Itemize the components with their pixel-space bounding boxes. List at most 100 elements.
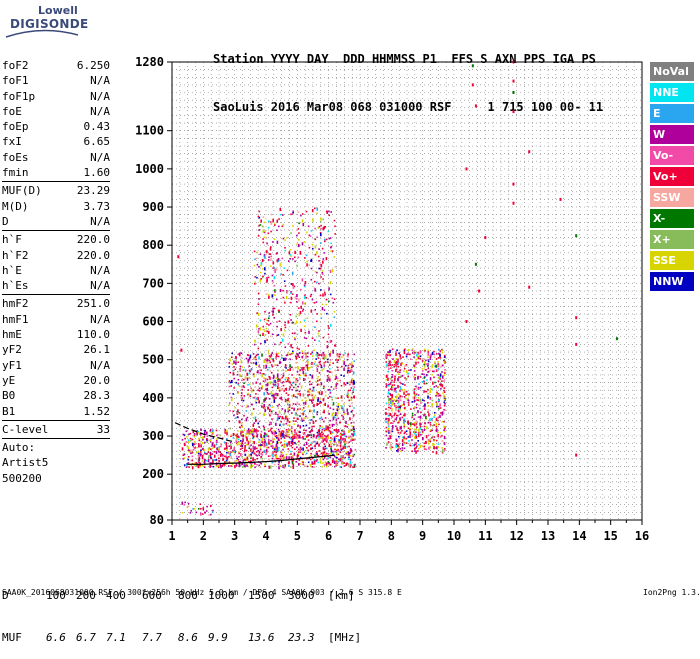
echo-point [433, 436, 436, 438]
echo-point [309, 431, 311, 433]
echo-point [409, 428, 412, 430]
echo-point [240, 356, 243, 359]
x-tick-label: 5 [294, 529, 301, 543]
echo-point [284, 346, 287, 348]
echo-point [327, 411, 330, 413]
echo-point [437, 376, 440, 379]
echo-point [345, 440, 348, 443]
echo-point [183, 453, 186, 456]
echo-point [325, 437, 327, 441]
echo-point [337, 366, 339, 369]
echo-point [401, 388, 404, 391]
echo-point [225, 442, 228, 446]
echo-point [306, 355, 309, 358]
echo-point [391, 446, 394, 449]
echo-point [279, 213, 282, 216]
echo-point [247, 358, 250, 363]
echo-point [237, 441, 240, 444]
echo-point [237, 361, 239, 363]
echo-point [271, 444, 274, 448]
echo-point [277, 449, 280, 451]
echo-point [423, 380, 425, 382]
echo-point [308, 422, 311, 425]
echo-point [246, 456, 249, 460]
echo-point [346, 395, 348, 397]
echo-point [395, 368, 397, 372]
echo-point [265, 236, 268, 239]
echo-point [387, 351, 389, 353]
echo-point [290, 428, 292, 431]
echo-point [433, 370, 435, 373]
param-name: h`E [2, 263, 22, 277]
echo-point [408, 369, 410, 372]
echo-point [280, 434, 282, 438]
echo-point [186, 463, 188, 465]
echo-point [329, 281, 332, 285]
echo-point [299, 370, 301, 372]
echo-point [303, 433, 305, 436]
echo-point [236, 439, 238, 441]
echo-point [328, 327, 330, 329]
echo-point [326, 425, 329, 427]
echo-point [265, 442, 268, 446]
param-value: N/A [90, 89, 110, 103]
echo-point [205, 453, 208, 455]
echo-point [328, 430, 330, 432]
echo-point [302, 463, 304, 466]
echo-point [389, 412, 391, 416]
echo-point [216, 448, 218, 450]
echo-point [304, 397, 307, 399]
echo-point [397, 358, 399, 362]
echo-point [248, 453, 250, 458]
echo-point [433, 386, 436, 388]
echo-point [417, 377, 419, 380]
echo-point [425, 359, 427, 362]
echo-point [292, 321, 295, 324]
echo-point [264, 378, 267, 382]
echo-point [385, 402, 388, 405]
echo-point [322, 357, 324, 360]
echo-point [254, 276, 256, 278]
echo-point [401, 395, 403, 398]
echo-point [281, 225, 284, 228]
echo-point [435, 369, 438, 371]
echo-point [291, 442, 294, 446]
echo-point [238, 436, 240, 438]
echo-point [266, 391, 269, 394]
echo-point [284, 324, 286, 326]
echo-point [269, 443, 272, 445]
echo-point [387, 370, 389, 373]
echo-point [313, 425, 315, 428]
echo-point [295, 298, 298, 300]
file-info-footer: SAA0K_2016068031000.RSF / 300fx256h 50 k… [2, 588, 402, 597]
echo-point [425, 448, 428, 451]
echo-point [228, 465, 230, 467]
echo-point [294, 403, 297, 406]
echo-point [399, 395, 402, 397]
echo-point [443, 449, 446, 451]
echo-point [385, 376, 388, 378]
echo-point [403, 396, 406, 398]
echo-point [294, 322, 297, 325]
echo-point [264, 334, 266, 336]
echo-point [211, 447, 214, 450]
echo-point [290, 384, 293, 386]
echo-point [260, 440, 263, 444]
echo-point [257, 312, 260, 316]
echo-point [432, 370, 434, 373]
echo-point [316, 271, 318, 274]
echo-point [318, 335, 320, 337]
echo-point [265, 388, 267, 390]
echo-point [434, 361, 436, 363]
echo-point [310, 465, 312, 468]
echo-point [255, 354, 258, 356]
echo-point [192, 449, 195, 451]
echo-point [312, 387, 315, 389]
echo-point [307, 394, 309, 396]
echo-point [240, 440, 242, 442]
echo-point [311, 352, 313, 354]
echo-point [390, 422, 392, 424]
echo-point [348, 464, 350, 466]
echo-point [294, 448, 296, 450]
echo-point [351, 439, 354, 441]
